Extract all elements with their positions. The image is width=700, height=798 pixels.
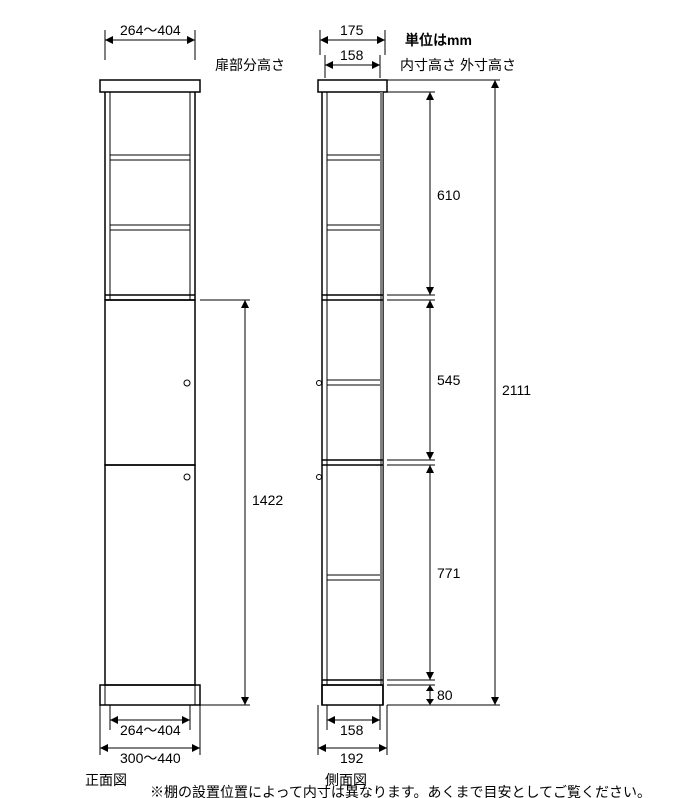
svg-text:264～404: 264～404	[120, 722, 181, 738]
side-shelves	[322, 155, 383, 685]
svg-text:771: 771	[437, 565, 461, 581]
side-section3-dim: 771	[387, 465, 461, 680]
front-inner-width-dim: 264～404	[110, 705, 190, 738]
front-top-width-dim: 264～404	[105, 22, 195, 60]
svg-text:158: 158	[340, 722, 364, 738]
side-knob-lower	[317, 475, 322, 480]
front-open-shelves	[105, 92, 195, 300]
front-top-cap	[100, 80, 200, 92]
inner-height-label: 内寸高さ	[400, 57, 456, 73]
svg-text:175: 175	[340, 22, 364, 38]
door-height-label: 扉部分高さ	[215, 57, 285, 73]
unit-label: 単位はmm	[405, 32, 472, 48]
front-door-lower	[105, 465, 195, 685]
front-base	[100, 685, 200, 705]
svg-text:610: 610	[437, 187, 461, 203]
front-door-upper	[105, 300, 195, 465]
svg-text:192: 192	[340, 750, 364, 766]
svg-text:300～440: 300～440	[120, 750, 181, 766]
svg-text:80: 80	[437, 687, 453, 703]
svg-text:158: 158	[340, 47, 364, 63]
svg-text:545: 545	[437, 372, 461, 388]
svg-text:2111: 2111	[502, 382, 531, 398]
side-body	[322, 92, 383, 705]
side-total-height-dim: 2111	[387, 80, 531, 705]
side-top-cap	[318, 80, 387, 92]
side-base	[322, 685, 383, 705]
side-knob-upper	[317, 381, 322, 386]
front-door-height-dim: 1422	[200, 300, 283, 705]
side-base-dim: 80	[387, 685, 453, 705]
side-section2-dim: 545	[387, 300, 461, 460]
side-section1-dim: 610	[387, 92, 461, 295]
footnote: ※棚の設置位置によって内寸は異なります。あくまで目安としてご覧ください。	[150, 784, 651, 798]
side-inner-top-width-dim: 158	[325, 47, 380, 78]
outer-height-label: 外寸高さ	[460, 57, 516, 73]
side-inner-width-dim: 158	[327, 705, 380, 738]
front-view-label: 正面図	[85, 772, 127, 788]
svg-text:1422: 1422	[252, 492, 283, 508]
svg-text:264～404: 264～404	[120, 22, 181, 38]
